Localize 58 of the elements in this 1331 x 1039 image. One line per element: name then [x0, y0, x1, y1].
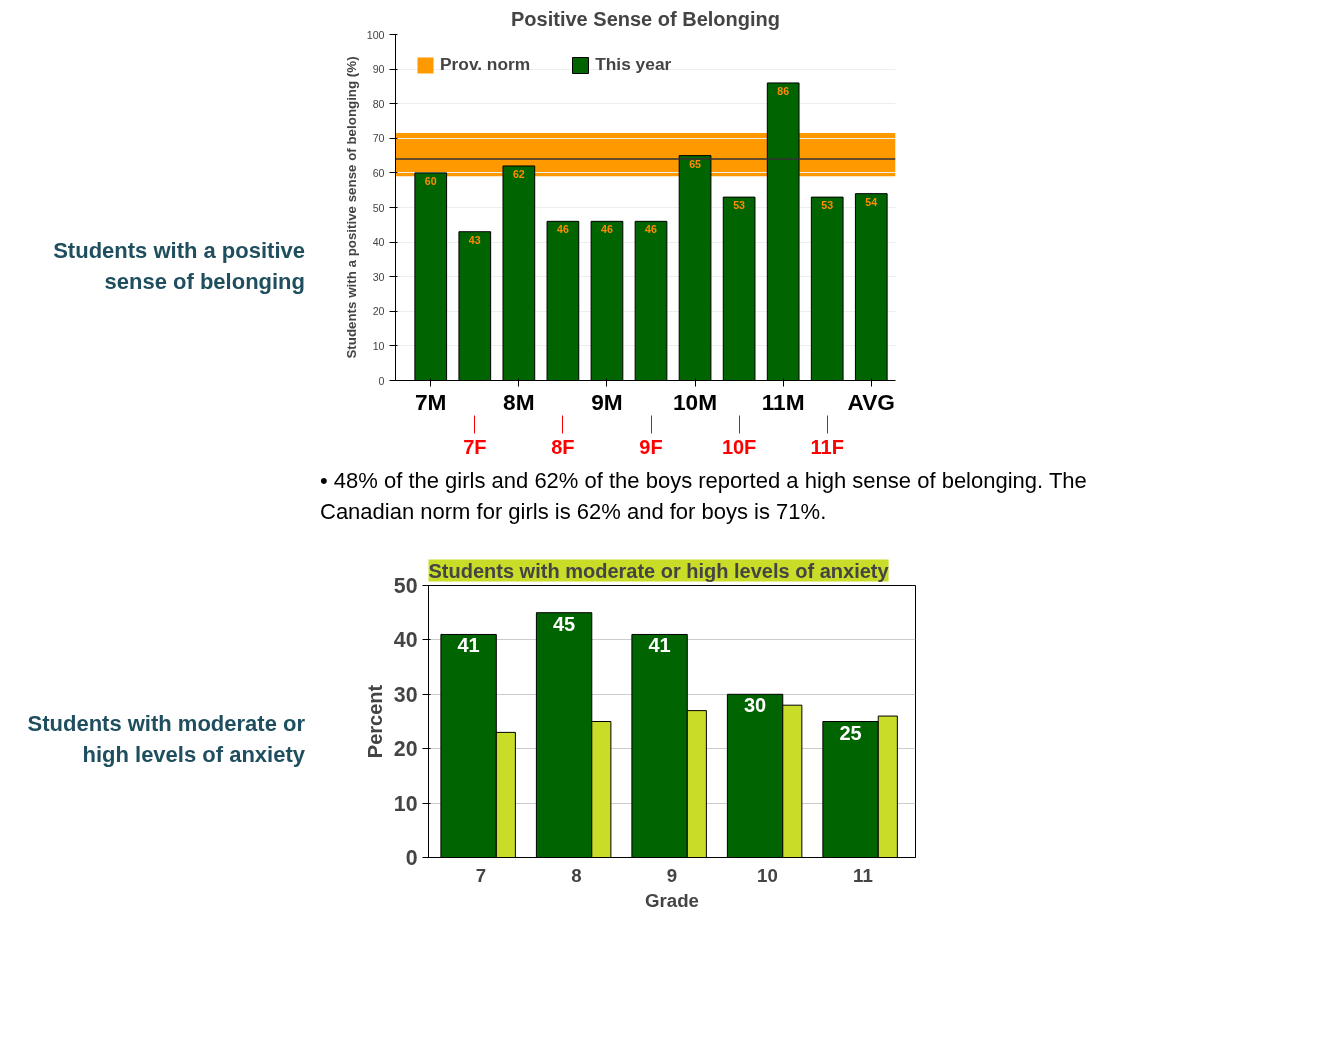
y-tick-label: 20 — [393, 737, 418, 762]
text: Students with a positive sense of belonging — [52, 237, 305, 297]
x-tick-label: 9F — [639, 435, 663, 458]
x-tick-label: 9 — [666, 864, 678, 886]
data-label: 60 — [424, 174, 437, 187]
y-tick-label: 10 — [372, 339, 385, 352]
data-label: 45 — [552, 612, 576, 635]
x-tick-label: 11 — [853, 864, 873, 886]
x-tick-label: 11M — [761, 388, 805, 415]
y-tick-label: 90 — [372, 63, 385, 76]
x-tick-label: 11F — [810, 435, 844, 458]
data-label: 46 — [601, 223, 613, 236]
y-axis-title: Students with a positive sense of belonging (%) — [343, 56, 359, 359]
x-tick-label: 7F — [463, 435, 487, 458]
data-label: 41 — [648, 634, 671, 657]
y-tick-label: 60 — [372, 166, 385, 179]
y-tick-label: 30 — [372, 270, 385, 283]
y-tick-label: 50 — [393, 573, 418, 598]
y-tick-label: 20 — [372, 305, 385, 318]
data-label: 25 — [839, 721, 862, 744]
data-label: 65 — [689, 157, 702, 170]
x-tick-label: 8 — [571, 864, 582, 886]
text: • 48% of the girls and 62% of the boys reported a high sense of belonging. The Canadian norm for girls is 62% and for boys is 71%. — [320, 467, 1088, 527]
x-tick-label: AVG — [847, 388, 895, 415]
data-label: 41 — [457, 634, 480, 657]
y-tick-label: 40 — [393, 628, 418, 653]
y-tick-label: 100 — [366, 28, 385, 41]
legend-label: This year — [595, 54, 672, 75]
y-tick-label: 10 — [393, 791, 418, 816]
y-tick-label: 0 — [405, 845, 418, 870]
x-tick-label: 7M — [415, 388, 447, 415]
y-tick-label: 50 — [372, 201, 385, 214]
y-tick-label: 70 — [372, 132, 385, 145]
data-label: 46 — [645, 223, 658, 236]
data-label: 62 — [512, 167, 525, 180]
x-tick-label: 7 — [475, 864, 487, 886]
x-tick-label: 8M — [503, 388, 535, 415]
chart-title: Positive Sense of Belonging — [511, 7, 780, 30]
x-tick-label: 8F — [551, 435, 575, 458]
data-label: 53 — [733, 199, 746, 212]
data-label: 46 — [556, 223, 569, 236]
y-tick-label: 80 — [372, 97, 385, 110]
y-tick-label: 30 — [393, 682, 418, 707]
legend-label: Prov. norm — [440, 54, 531, 75]
x-tick-label: 9M — [591, 388, 623, 415]
data-label: 53 — [821, 199, 834, 212]
x-tick-label: 10 — [757, 864, 778, 886]
x-tick-label: 10M — [673, 388, 718, 415]
y-tick-label: 0 — [378, 374, 385, 387]
data-label: 43 — [468, 233, 481, 246]
text: Students with moderate or high levels of anxiety — [26, 709, 305, 770]
y-axis-title: Percent — [363, 684, 386, 759]
y-tick-label: 40 — [372, 236, 385, 249]
data-label: 54 — [865, 195, 878, 208]
x-axis-title: Grade — [645, 889, 699, 911]
data-label: 86 — [777, 84, 790, 97]
x-tick-label: 10F — [721, 435, 757, 458]
data-label: 30 — [743, 694, 767, 717]
